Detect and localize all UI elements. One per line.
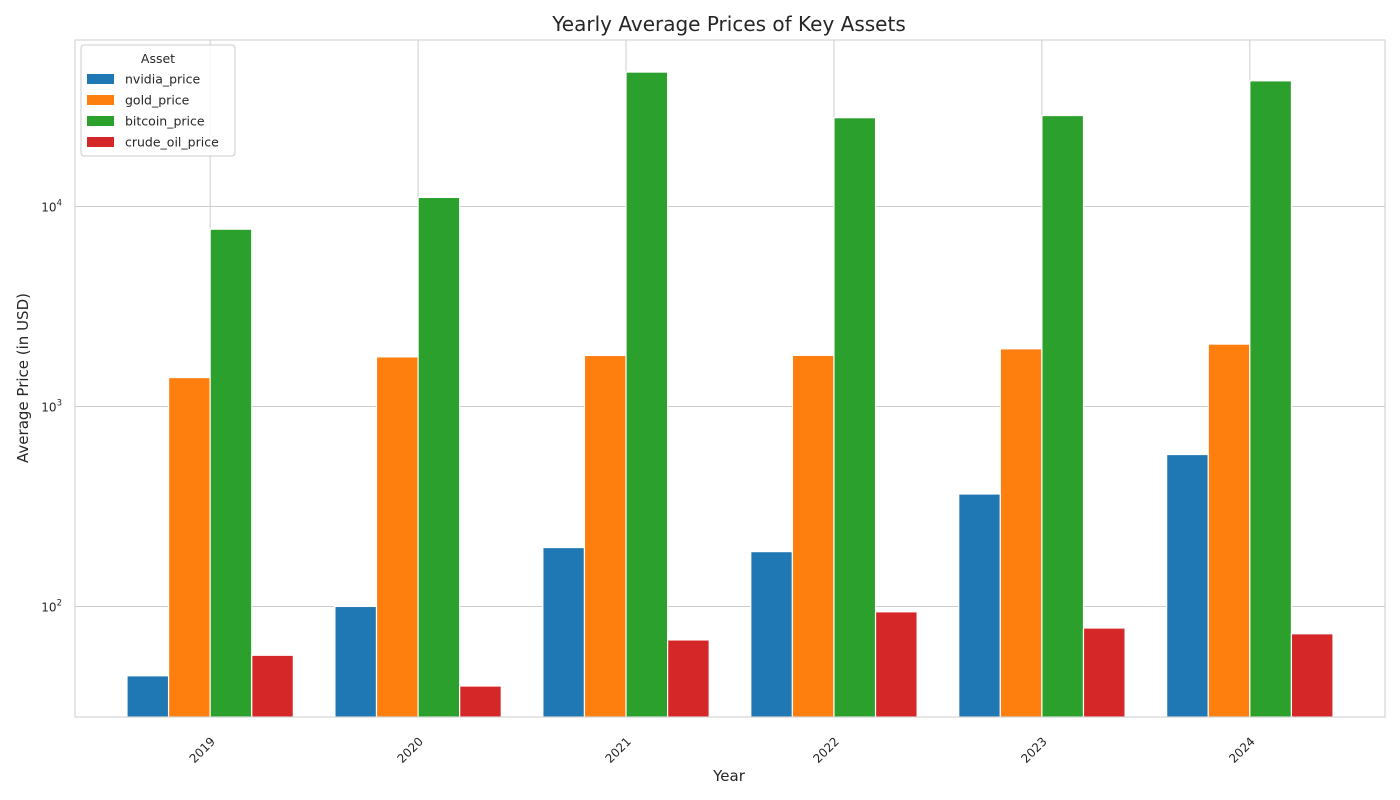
- bar-bitcoin_price-2022: [833, 117, 877, 718]
- bar-nvidia_price-2021: [542, 546, 586, 718]
- x-tick-label: 2024: [1226, 734, 1257, 765]
- bar-crude_oil_price-2020: [459, 685, 502, 718]
- bar-gold_price-2019: [167, 376, 211, 718]
- bar-nvidia_price-2020: [334, 605, 378, 718]
- bar-crude_oil_price-2021: [667, 639, 710, 718]
- y-tick-label: 102: [41, 598, 62, 614]
- bar-gold_price-2020: [375, 356, 419, 718]
- y-tick-label: 103: [41, 398, 62, 414]
- legend-swatch: [87, 74, 114, 84]
- bar-gold_price-2024: [1207, 343, 1251, 718]
- y-axis-ticks: 102 103 104: [41, 198, 62, 614]
- bar-nvidia_price-2022: [750, 551, 793, 718]
- legend-swatch: [87, 137, 114, 147]
- bar-crude_oil_price-2023: [1082, 627, 1126, 718]
- bar-crude_oil_price-2024: [1290, 633, 1334, 718]
- chart-title: Yearly Average Prices of Key Assets: [551, 12, 906, 36]
- legend-box: [80, 44, 236, 157]
- bar-nvidia_price-2019: [126, 675, 170, 718]
- legend: Asset nvidia_price gold_price bitcoin_pric…: [80, 44, 236, 157]
- bar-bitcoin_price-2019: [209, 228, 253, 718]
- legend-label: crude_oil_price: [125, 135, 219, 150]
- legend-swatch: [87, 95, 114, 105]
- bar-gold_price-2023: [999, 348, 1043, 718]
- plot-frame: [74, 39, 1386, 718]
- y-tick-label: 104: [41, 198, 62, 214]
- x-tick-label: 2022: [810, 734, 841, 765]
- legend-title: Asset: [141, 51, 175, 66]
- bar-crude_oil_price-2019: [251, 654, 294, 718]
- x-tick-label: 2019: [187, 734, 218, 765]
- legend-label: bitcoin_price: [125, 114, 205, 129]
- y-axis-label: Average Price (in USD): [14, 293, 32, 463]
- x-axis-ticks: 2019 2020 2021 2022 2023 2024: [187, 734, 1258, 765]
- legend-label: gold_price: [125, 93, 190, 108]
- x-tick-label: 2020: [395, 734, 426, 765]
- bar-crude_oil_price-2022: [874, 611, 918, 718]
- bar-bitcoin_price-2020: [417, 196, 461, 718]
- bar-nvidia_price-2023: [958, 493, 1001, 718]
- bar-gold_price-2022: [791, 354, 835, 718]
- bar-gold_price-2021: [583, 354, 627, 718]
- bar-bitcoin_price-2023: [1041, 114, 1085, 718]
- legend-items: nvidia_price gold_price bitcoin_pricecrude…: [87, 72, 219, 150]
- bars: [126, 71, 1334, 718]
- bar-nvidia_price-2024: [1166, 453, 1209, 718]
- legend-swatch: [87, 116, 114, 126]
- x-tick-label: 2023: [1018, 734, 1049, 765]
- x-axis-label: Year: [712, 767, 746, 785]
- legend-label: nvidia_price: [125, 72, 201, 87]
- bar-bitcoin_price-2024: [1249, 80, 1293, 718]
- x-tick-label: 2021: [602, 734, 633, 765]
- bar-bitcoin_price-2021: [625, 71, 669, 718]
